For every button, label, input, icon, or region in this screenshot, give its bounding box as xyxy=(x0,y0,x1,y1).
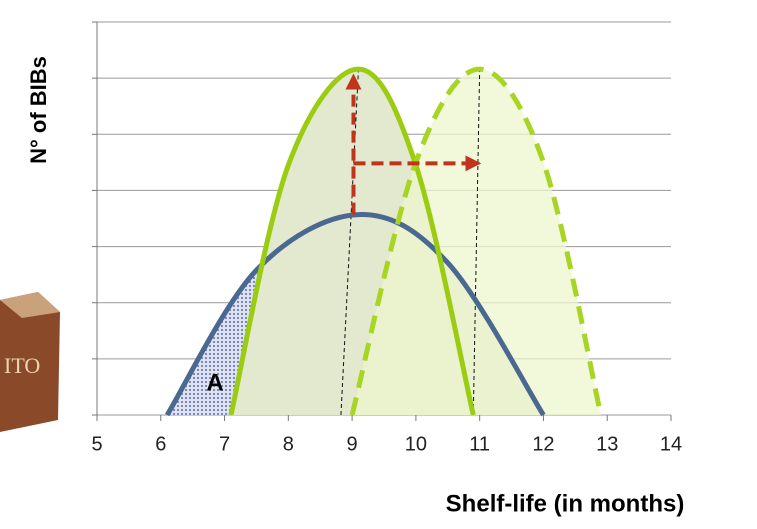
x-tick-label: 5 xyxy=(91,433,102,455)
x-tick-label: 14 xyxy=(660,433,682,455)
x-tick-label: 6 xyxy=(155,433,166,455)
y-axis-label: N° of BIBs xyxy=(26,56,51,164)
x-tick-label: 11 xyxy=(469,433,490,455)
x-axis-label: Shelf-life (in months) xyxy=(446,490,685,517)
x-tick-label: 10 xyxy=(405,433,427,455)
bib-box: ITO xyxy=(0,292,60,432)
annotation: A xyxy=(206,369,223,396)
x-tick-label: 13 xyxy=(596,433,618,455)
x-tick-label: 7 xyxy=(219,433,230,455)
svg-text:ITO: ITO xyxy=(4,353,40,378)
x-tick-label: 9 xyxy=(347,433,358,455)
x-tick-label: 8 xyxy=(283,433,294,455)
x-tick-label: 12 xyxy=(532,433,554,455)
chart: ITO N° of BIBs Shelf-life (in months) 5 6… xyxy=(0,0,757,529)
page: {"chart_data": {"type": "line", "y_label… xyxy=(0,0,757,529)
